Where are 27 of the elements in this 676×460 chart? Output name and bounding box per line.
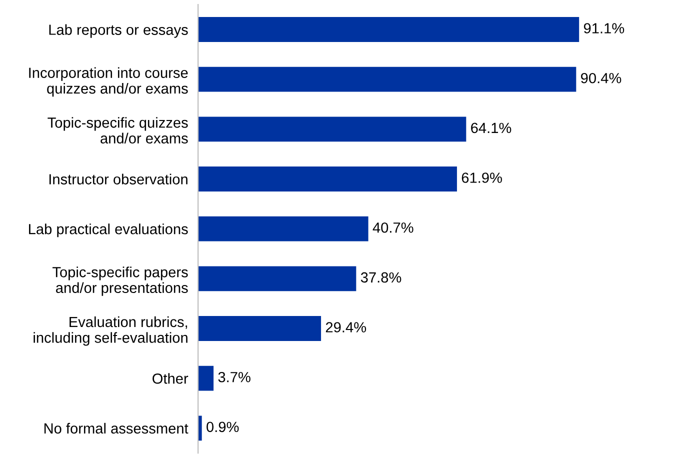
bar <box>198 216 368 242</box>
bar <box>198 66 576 92</box>
y-tick-label: Other <box>152 373 188 384</box>
data-label: 40.7% <box>372 222 414 233</box>
y-tick-label: Incorporation into course quizzes and/or exams <box>29 67 188 97</box>
data-label: 37.8% <box>360 272 402 283</box>
y-tick-label: Evaluation rubrics, including self-evaluation <box>34 316 188 346</box>
data-label: 0.9% <box>206 422 239 432</box>
y-tick-label: Instructor observation <box>49 174 188 184</box>
data-label: 91.1% <box>584 23 624 34</box>
bar <box>198 316 322 341</box>
y-tick-label: Topic-specific papers and/or presentations <box>52 266 188 296</box>
data-label: 90.4% <box>581 72 622 84</box>
bar <box>198 17 580 42</box>
y-tick-label: Topic-specific quizzes and/or exams <box>48 117 188 144</box>
y-tick-label: Lab practical evaluations <box>29 224 188 238</box>
bar <box>198 266 356 292</box>
bar <box>198 166 457 192</box>
bar <box>198 116 466 142</box>
data-label: 64.1% <box>471 122 512 134</box>
data-label: 29.4% <box>326 322 366 332</box>
bar <box>198 366 214 391</box>
data-label: 3.7% <box>218 372 250 382</box>
y-tick-label: Lab reports or essays <box>49 24 188 38</box>
y-tick-label: No formal assessment <box>44 422 188 434</box>
bar <box>198 416 202 441</box>
data-label: 61.9% <box>462 172 502 183</box>
